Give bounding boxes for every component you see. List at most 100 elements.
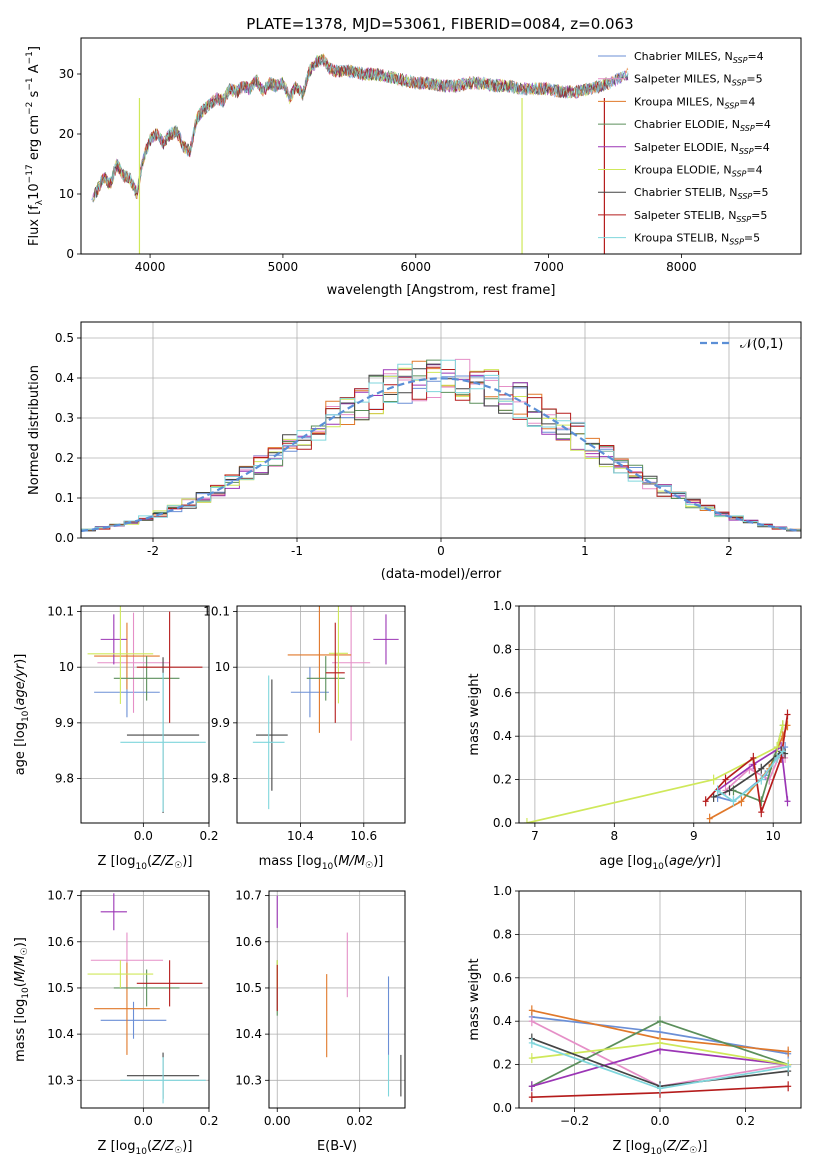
y-tick-label: 0.0	[55, 531, 74, 545]
y-axis-label: Flux [fλ10−17 erg cm−2 s−1 A−1]	[25, 46, 45, 246]
legend-label-part: Kroupa MILES, N	[634, 95, 724, 108]
y-tick-label: 0.2	[493, 773, 512, 787]
x-tick-label: 8000	[666, 260, 697, 274]
y-tick-label: 10	[215, 660, 230, 674]
legend-label-part: =5	[751, 209, 767, 222]
legend-label-part: SSP	[736, 215, 751, 224]
y-tick-label: 0.2	[493, 1058, 512, 1072]
y-tick-label: 0.4	[55, 371, 74, 385]
y-axis-label-part: )]	[13, 937, 28, 947]
y-tick-label: 10.1	[203, 605, 230, 619]
x-tick-label: 0.2	[736, 1114, 755, 1128]
x-tick-label: 2	[725, 544, 733, 558]
y-axis-label-part: −1	[25, 51, 35, 64]
legend-label-part: SSP	[724, 101, 739, 110]
y-tick-label: 0.8	[493, 642, 512, 656]
x-tick-label: 4000	[135, 260, 166, 274]
x-axis-label-part: Z/Z	[666, 1139, 690, 1154]
y-tick-label: 10	[59, 660, 74, 674]
histogram-step	[81, 359, 801, 531]
legend-label-part: SSP	[732, 79, 747, 88]
plot-area-weight_vs_age	[523, 709, 791, 823]
x-axis-label-part: ☉	[689, 1146, 697, 1156]
y-tick-label: 10.3	[235, 1073, 262, 1087]
normal-curve	[81, 377, 801, 533]
legend-label: Kroupa MILES, NSSP=4	[634, 95, 755, 110]
x-axis-label-part: (	[147, 854, 152, 869]
plot-area-age_vs_Z	[87, 606, 206, 813]
x-axis-label-part: (	[147, 1139, 152, 1154]
x-tick-label: −0.2	[560, 1114, 589, 1128]
legend-label-part: Salpeter STELIB, N	[634, 209, 736, 222]
x-axis-label-part: age [log	[599, 854, 652, 869]
y-tick-label: 0.4	[493, 729, 512, 743]
spectrum-line	[91, 56, 629, 203]
y-axis-label-part: ☉	[20, 947, 30, 955]
axes-frame	[518, 605, 802, 824]
x-axis-label-part: 10	[322, 862, 334, 872]
y-axis-label-part: Flux [f	[27, 205, 42, 246]
y-axis-label-part: (	[13, 982, 28, 987]
legend-label-part: Chabrier ELODIE, N	[634, 118, 740, 131]
plot-area-mass_vs_ebv	[276, 895, 402, 1097]
legend-label-part: SSP	[740, 124, 755, 133]
axes-frame	[80, 37, 802, 255]
x-tick-label: 0	[437, 544, 445, 558]
x-axis-label-part: )]	[182, 1139, 192, 1154]
legend-label-part: SSP	[733, 56, 748, 65]
y-axis-label-part: −1	[25, 77, 35, 90]
y-tick-label: 10.1	[47, 605, 74, 619]
y-tick-label: 9.8	[211, 771, 230, 785]
legend-label: Salpeter MILES, NSSP=5	[634, 73, 763, 88]
y-axis-label-part: ]	[27, 46, 42, 51]
x-tick-label: 9	[690, 829, 698, 843]
x-axis-label: Z [log10(Z/Z☉)]	[613, 1139, 708, 1157]
legend-label: Salpeter STELIB, NSSP=5	[634, 209, 767, 224]
x-axis-label-part: )]	[711, 854, 721, 869]
y-axis-label-part: 10	[21, 710, 31, 722]
x-axis-label-part: Z/Z	[151, 854, 175, 869]
x-tick-label: 0.2	[199, 829, 218, 843]
y-axis-label: age [log10(age/yr)]	[13, 654, 31, 776]
x-axis-label-part: age/yr	[669, 854, 712, 869]
x-axis-label-part: 10	[135, 1147, 147, 1157]
legend-label-part: Salpeter MILES, N	[634, 73, 732, 86]
y-axis-label-part: erg cm	[27, 115, 42, 164]
x-axis-label-part: 10	[650, 1147, 662, 1157]
axes-frame	[268, 890, 406, 1109]
x-axis-label-part: Z [log	[613, 1139, 651, 1154]
x-axis-label-part: ☉	[174, 1146, 182, 1156]
x-tick-label: 0.00	[264, 1114, 291, 1128]
axes-mass_vs_Z: 0.0 0.2 10.3 10.4 10.5 10.6 10.7	[47, 889, 218, 1128]
x-axis-label-part: Z/Z	[151, 1139, 175, 1154]
axes-frame	[80, 605, 210, 824]
y-tick-label: 10.5	[235, 981, 262, 995]
y-axis-label: Normed distribution	[27, 365, 42, 495]
y-tick-label: 20	[59, 127, 74, 141]
y-tick-label: 10.6	[47, 935, 74, 949]
x-axis-label-part: )]	[697, 1139, 707, 1154]
y-tick-label: 9.8	[55, 771, 74, 785]
x-axis-label-part: M/M	[338, 854, 365, 869]
axes-age_vs_Z: 0.0 0.2 9.8 9.9 10 10.1	[47, 605, 218, 843]
y-axis-label-part: s	[27, 90, 42, 101]
legend-label: Salpeter ELODIE, NSSP=4	[634, 141, 770, 156]
x-axis-label-part: )]	[182, 854, 192, 869]
x-tick-label: 0.0	[134, 829, 153, 843]
x-tick-label: -2	[147, 544, 159, 558]
y-axis-label-part: 10	[21, 987, 31, 999]
axes-frame	[80, 890, 210, 1109]
x-tick-label: 5000	[268, 260, 299, 274]
y-tick-label: 1.0	[493, 884, 512, 898]
plot-area-weight_vs_Z	[528, 1005, 792, 1103]
x-tick-label: 0.02	[346, 1114, 373, 1128]
legend-label-part: SSP	[738, 192, 753, 201]
y-tick-label: 0.0	[493, 1101, 512, 1115]
y-axis-label: mass [log10(M/M☉)]	[13, 937, 31, 1062]
y-tick-label: 10.5	[47, 981, 74, 995]
y-tick-label: 0.5	[55, 331, 74, 345]
x-axis-label-part: 10	[652, 862, 664, 872]
x-tick-label: 1	[581, 544, 589, 558]
